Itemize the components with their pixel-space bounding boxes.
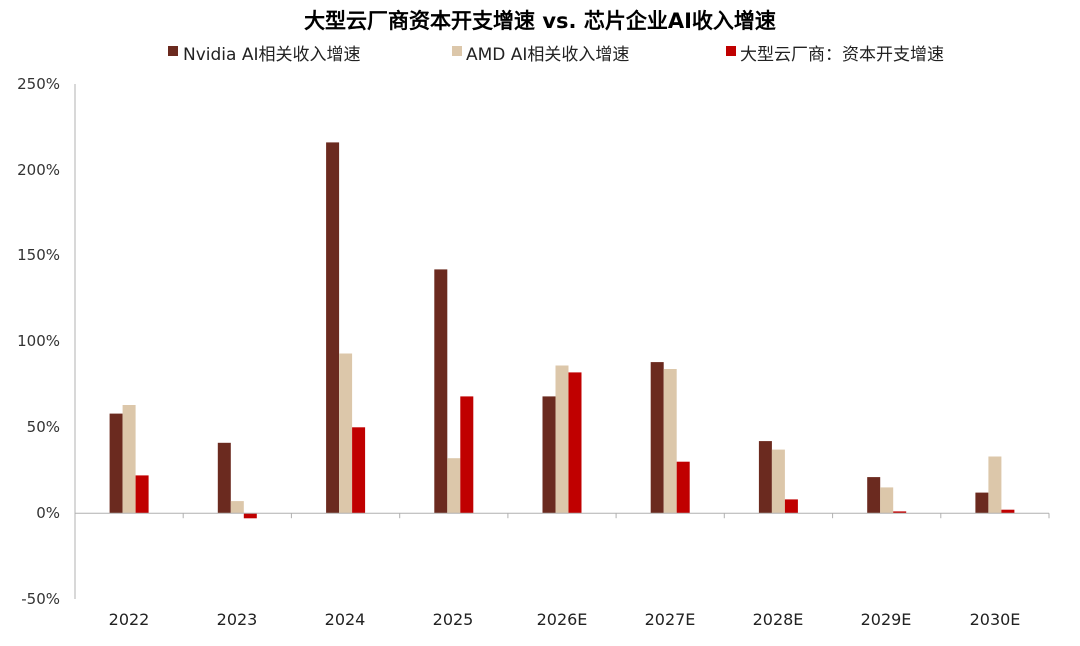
bar-nvidia-2027e [650,362,664,514]
y-tick-label: 100% [17,332,60,350]
legend-swatch-nvidia [168,46,178,56]
legend-label-nvidia: Nvidia AI相关收入增速 [183,45,360,65]
bar-amd-2027e [663,369,677,514]
bar-cloud-capex-2027e [676,461,690,514]
baseline [74,512,1050,519]
x-category-label: 2023 [217,610,258,629]
legend-label-cloud-capex: 大型云厂商：资本开支增速 [740,45,944,65]
y-tick-label: 200% [17,161,60,179]
bar-amd-2028e [771,449,785,514]
bar-nvidia-2025 [434,269,448,514]
y-tick-label: 250% [17,75,60,93]
legend-label-amd: AMD AI相关收入增速 [466,45,629,65]
bar-amd-2025 [447,458,461,514]
bar-amd-2024 [339,353,353,514]
bar-cloud-capex-2029e [893,511,907,514]
bar-amd-2026e [555,365,569,514]
y-tick-label: 150% [17,246,60,264]
x-category-label: 2030E [970,610,1021,629]
bar-cloud-capex-2025 [460,396,474,514]
bar-nvidia-2029e [867,477,881,514]
bar-amd-2022 [122,405,136,514]
bar-nvidia-2028e [758,441,772,514]
bar-cloud-capex-2023 [243,513,257,519]
chart-title: 大型云厂商资本开支增速 vs. 芯片企业AI收入增速 [304,9,776,33]
bar-cloud-capex-2024 [352,427,366,514]
x-category-label: 2029E [861,610,912,629]
bar-cloud-capex-2030e [1001,509,1015,514]
legend-swatch-amd [452,46,462,56]
y-tick-label: 0% [36,504,60,522]
y-tick-labels: 250% 200% 150% 100% 50% 0% -50% [17,75,60,608]
bar-cloud-capex-2022 [135,475,149,514]
x-category-label: 2024 [325,610,366,629]
bar-cloud-capex-2028e [784,499,798,514]
bar-nvidia-2022 [109,413,123,514]
x-category-label: 2026E [537,610,588,629]
y-tick-label: -50% [21,590,60,608]
y-tick-label: 50% [27,418,60,436]
bars [109,142,1015,519]
bar-cloud-capex-2026e [568,372,582,514]
bar-amd-2023 [230,501,244,514]
x-category-labels: 2022 2023 2024 2025 2026E 2027E 2028E 20… [109,610,1021,629]
x-category-label: 2022 [109,610,150,629]
x-category-label: 2025 [433,610,474,629]
x-category-label: 2027E [645,610,696,629]
x-category-label: 2028E [753,610,804,629]
bar-amd-2029e [880,487,894,514]
bar-nvidia-2026e [542,396,556,514]
legend-swatch-cloud-capex [726,46,736,56]
legend: Nvidia AI相关收入增速 AMD AI相关收入增速 大型云厂商：资本开支增… [168,45,944,65]
bar-nvidia-2024 [326,142,340,514]
bar-amd-2030e [988,456,1002,514]
bar-nvidia-2023 [217,442,231,514]
bar-nvidia-2030e [975,492,989,514]
